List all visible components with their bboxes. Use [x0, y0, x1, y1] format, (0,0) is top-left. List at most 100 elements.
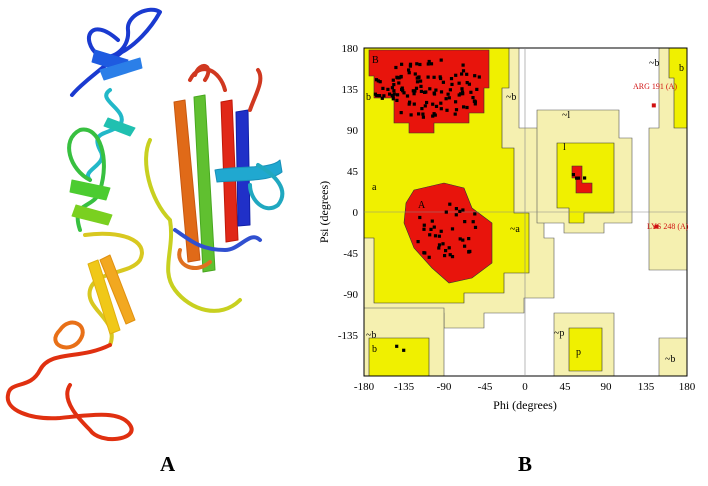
residue-point	[411, 89, 415, 93]
residue-point	[473, 74, 477, 78]
residue-point	[391, 94, 395, 98]
x-tick-label: -90	[437, 381, 452, 393]
residue-point	[465, 72, 469, 76]
residue-point	[395, 75, 399, 79]
residue-point	[439, 58, 443, 62]
residue-point	[467, 237, 471, 241]
residue-point	[571, 173, 575, 177]
residue-point	[419, 79, 423, 83]
residue-point	[430, 219, 434, 223]
region-label: ~b	[649, 58, 659, 69]
residue-point	[437, 243, 442, 247]
residue-point	[412, 92, 416, 96]
residue-point	[445, 108, 449, 112]
residue-point	[471, 220, 475, 224]
ribbon-strand-right-cyan	[214, 159, 283, 183]
region-favoured-1	[368, 49, 490, 134]
residue-point	[448, 253, 452, 257]
residue-point	[467, 82, 471, 86]
residue-point	[444, 97, 448, 101]
residue-point	[415, 76, 419, 80]
residue-point	[450, 82, 454, 86]
residue-point	[395, 98, 399, 102]
region-label: a	[372, 182, 377, 193]
ribbon-strand-top-2	[99, 57, 143, 81]
residue-point	[467, 250, 471, 254]
residue-point	[460, 87, 464, 91]
plot-area	[363, 47, 688, 377]
residue-point	[450, 227, 455, 231]
residue-point	[576, 176, 581, 180]
residue-point	[397, 81, 401, 85]
x-axis-title: Phi (degrees)	[493, 398, 557, 412]
residue-point	[460, 90, 465, 94]
residue-point	[434, 88, 438, 92]
residue-point	[407, 102, 411, 106]
residue-point	[373, 92, 377, 96]
region-allowed-4	[568, 327, 603, 372]
residue-point	[417, 112, 421, 116]
residue-point	[429, 62, 434, 66]
residue-point	[402, 91, 406, 95]
region-label: ~p	[554, 328, 564, 339]
panel-label-a: A	[160, 452, 176, 476]
residue-point	[461, 238, 465, 242]
ribbon-coil-right-orange	[177, 248, 212, 270]
residue-point	[454, 100, 458, 104]
residue-point	[458, 237, 462, 241]
residue-point	[473, 102, 477, 106]
residue-point	[432, 225, 436, 229]
panel-label-b: B	[518, 452, 533, 476]
residue-point	[454, 213, 458, 217]
residue-point	[409, 113, 413, 117]
residue-point	[419, 84, 423, 88]
residue-point	[412, 102, 416, 106]
residue-point	[400, 62, 404, 66]
region-label: ~l	[562, 110, 570, 121]
ribbon-coil-orange	[53, 320, 85, 350]
residue-point	[461, 69, 466, 73]
residue-point	[413, 89, 417, 93]
residue-point	[460, 72, 464, 76]
residue-point	[386, 87, 390, 91]
residue-point	[449, 77, 454, 81]
residue-point	[463, 244, 467, 248]
residue-point	[414, 86, 419, 90]
residue-point	[439, 229, 443, 233]
residue-point	[427, 255, 431, 259]
residue-point	[431, 114, 435, 118]
residue-point	[583, 176, 587, 180]
residue-point	[439, 107, 443, 111]
residue-point	[475, 87, 479, 91]
residue-point	[391, 78, 395, 82]
residue-point	[415, 62, 419, 66]
residue-point	[426, 75, 430, 79]
region-label: ~a	[510, 224, 520, 235]
residue-point	[426, 62, 430, 66]
residue-point	[413, 72, 417, 76]
residue-point	[459, 92, 463, 96]
residue-point	[376, 79, 380, 83]
residue-point	[448, 88, 452, 92]
residue-point	[469, 90, 473, 94]
residue-point	[444, 210, 448, 214]
residue-point	[441, 80, 445, 84]
region-label: b	[372, 344, 377, 355]
residue-point	[416, 240, 420, 244]
residue-point	[399, 111, 403, 115]
protein-ribbon-structure	[5, 7, 285, 442]
residue-point	[453, 112, 457, 116]
residue-point	[473, 225, 478, 229]
residue-point	[471, 96, 475, 100]
residue-point	[392, 92, 396, 96]
residue-point	[450, 255, 455, 259]
residue-point	[462, 105, 466, 109]
residue-point	[407, 68, 411, 72]
residue-point	[390, 86, 394, 90]
residue-point	[392, 89, 396, 93]
y-tick-label: 180	[342, 43, 359, 55]
region-label: ~b	[366, 330, 376, 341]
ribbon-strand-yellow-1	[87, 259, 121, 335]
residue-point	[448, 202, 452, 206]
ribbon-strand-green-2	[71, 204, 113, 226]
